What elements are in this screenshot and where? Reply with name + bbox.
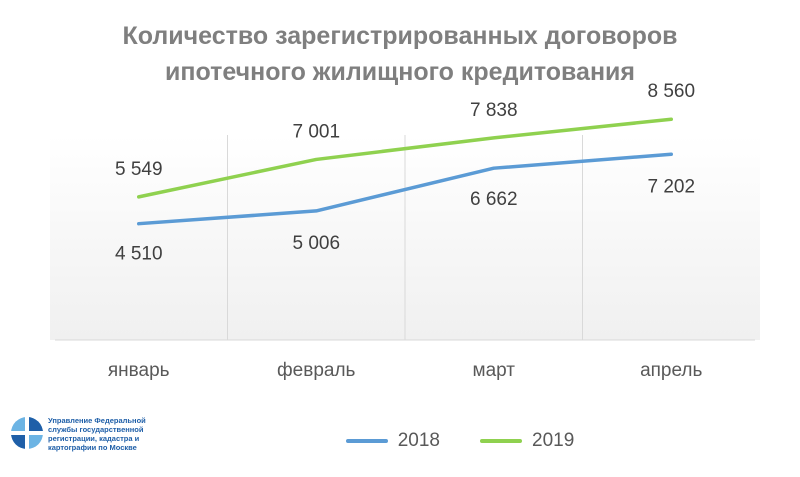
- logo-text: Управление Федеральной службы государств…: [48, 416, 146, 452]
- rosreestr-emblem-icon: [11, 417, 43, 449]
- legend-label-2019: 2019: [532, 430, 575, 451]
- legend-label-2018: 2018: [397, 430, 440, 451]
- data-label-2018: 7 202: [647, 176, 695, 197]
- logo-text-line: службы государственной: [48, 425, 144, 434]
- series-line-2019: [137, 117, 673, 199]
- legend: 2018 2019: [0, 430, 800, 452]
- legend-item-2018: 2018: [345, 430, 440, 452]
- x-tick-label: апрель: [640, 360, 702, 381]
- x-tick-label: январь: [108, 360, 170, 381]
- chart-title: Количество зарегистрированных договоров …: [0, 18, 800, 90]
- data-label-2018: 6 662: [470, 189, 518, 210]
- logo-text-line: Управление Федеральной: [48, 416, 146, 425]
- data-label-2018: 4 510: [115, 244, 163, 265]
- data-label-2019: 5 549: [115, 159, 163, 180]
- legend-swatch-2019: [480, 439, 522, 443]
- legend-item-2019: 2019: [480, 430, 574, 452]
- data-label-2019: 7 001: [292, 121, 340, 142]
- chart-title-line-2: ипотечного жилищного кредитования: [164, 58, 636, 86]
- logo-text-line: регистрации, кадастра и: [48, 434, 140, 443]
- data-label-2018: 5 006: [292, 233, 340, 254]
- data-label-2019: 7 838: [470, 100, 518, 121]
- data-label-2019: 8 560: [647, 81, 695, 102]
- series-line-2018: [137, 152, 673, 226]
- legend-swatch-2018: [345, 439, 388, 443]
- rosreestr-logo: Управление Федеральной службы государств…: [10, 414, 160, 464]
- x-tick-label: март: [473, 360, 516, 381]
- logo-text-line: картографии по Москве: [48, 443, 137, 452]
- chart-title-line-1: Количество зарегистрированных договоров: [122, 22, 678, 50]
- x-tick-label: февраль: [277, 360, 356, 381]
